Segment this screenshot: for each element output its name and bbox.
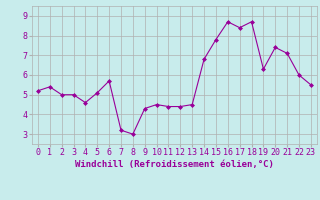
X-axis label: Windchill (Refroidissement éolien,°C): Windchill (Refroidissement éolien,°C) bbox=[75, 160, 274, 169]
